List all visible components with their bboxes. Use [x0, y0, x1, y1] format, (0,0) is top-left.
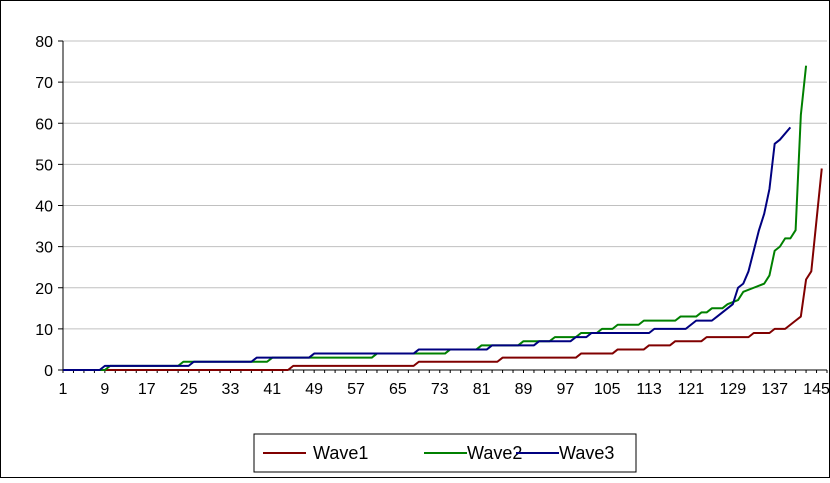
x-tick-label: 1 — [59, 381, 68, 398]
x-tick-label: 121 — [678, 381, 705, 398]
x-tick-label: 113 — [636, 381, 662, 398]
x-tick-label: 145 — [803, 381, 830, 398]
y-tick-label: 60 — [35, 116, 53, 133]
x-tick-label: 49 — [305, 381, 323, 398]
y-tick-label: 0 — [44, 363, 53, 380]
y-tick-label: 10 — [35, 322, 53, 339]
y-tick-labels: 0 10 20 30 40 50 60 70 80 — [35, 34, 53, 380]
x-tick-label: 41 — [263, 381, 281, 398]
x-tick-label: 129 — [719, 381, 746, 398]
y-tick-label: 70 — [35, 75, 53, 92]
x-tick-label: 137 — [761, 381, 788, 398]
y-tick-label: 80 — [35, 34, 53, 51]
x-tick-label: 65 — [389, 381, 407, 398]
y-tick-label: 20 — [35, 281, 53, 298]
x-tick-label: 89 — [515, 381, 533, 398]
series-line-wave1 — [63, 168, 823, 371]
y-tick-label: 40 — [35, 199, 53, 216]
x-tick-label: 73 — [431, 381, 449, 398]
x-tick-label: 57 — [347, 381, 365, 398]
x-tick-label: 25 — [180, 381, 198, 398]
x-tick-label: 97 — [556, 381, 574, 398]
x-tick-label: 9 — [100, 381, 109, 398]
x-tick-label: 17 — [138, 381, 156, 398]
series-line-wave3 — [63, 126, 792, 371]
series-lines — [63, 65, 823, 371]
x-tick-label: 105 — [594, 381, 621, 398]
y-tick-label: 30 — [35, 240, 53, 257]
x-tick-label: 33 — [222, 381, 240, 398]
legend-label-wave2: Wave2 — [467, 443, 522, 463]
y-tick-label: 50 — [35, 157, 53, 174]
legend: Wave1 Wave2 Wave3 — [253, 433, 637, 473]
x-tick-label: 81 — [473, 381, 491, 398]
legend-label-wave1: Wave1 — [313, 443, 368, 463]
x-tick-labels: 1 9 17 25 33 41 49 57 65 73 81 89 97 105 113 121 129 137 1… — [59, 381, 830, 398]
series-line-wave2 — [63, 65, 808, 371]
legend-label-wave3: Wave3 — [559, 443, 614, 463]
gridlines — [63, 40, 827, 330]
